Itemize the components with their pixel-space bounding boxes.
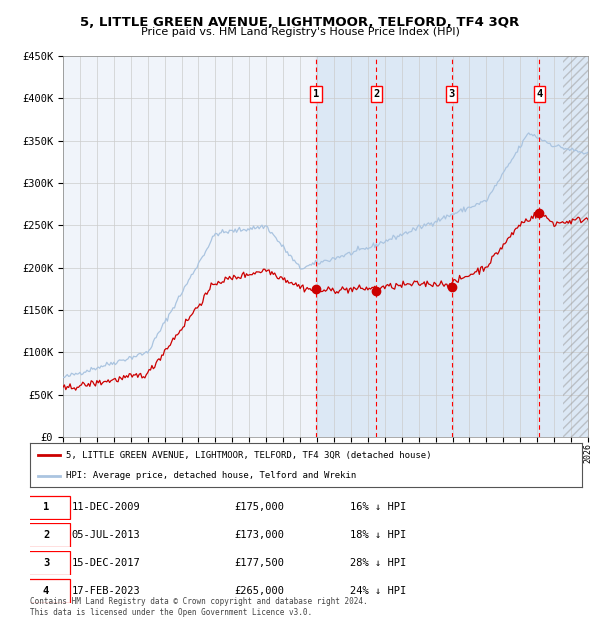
Text: 3: 3	[43, 558, 49, 568]
Text: 3: 3	[449, 89, 455, 99]
Text: £177,500: £177,500	[234, 558, 284, 568]
FancyBboxPatch shape	[22, 495, 70, 519]
FancyBboxPatch shape	[22, 523, 70, 547]
Text: 5, LITTLE GREEN AVENUE, LIGHTMOOR, TELFORD, TF4 3QR: 5, LITTLE GREEN AVENUE, LIGHTMOOR, TELFO…	[80, 16, 520, 29]
Text: Price paid vs. HM Land Registry's House Price Index (HPI): Price paid vs. HM Land Registry's House …	[140, 27, 460, 37]
Text: 2: 2	[373, 89, 380, 99]
Text: 2: 2	[43, 530, 49, 540]
FancyBboxPatch shape	[22, 551, 70, 575]
Text: 5, LITTLE GREEN AVENUE, LIGHTMOOR, TELFORD, TF4 3QR (detached house): 5, LITTLE GREEN AVENUE, LIGHTMOOR, TELFO…	[66, 451, 431, 460]
Text: £265,000: £265,000	[234, 586, 284, 596]
Text: HPI: Average price, detached house, Telford and Wrekin: HPI: Average price, detached house, Telf…	[66, 471, 356, 480]
Text: £173,000: £173,000	[234, 530, 284, 540]
Text: 17-FEB-2023: 17-FEB-2023	[71, 586, 140, 596]
Text: 4: 4	[43, 586, 49, 596]
Bar	[563, 56, 588, 437]
Text: 24% ↓ HPI: 24% ↓ HPI	[350, 586, 406, 596]
FancyBboxPatch shape	[22, 579, 70, 603]
Text: 1: 1	[43, 502, 49, 512]
Bar	[316, 56, 588, 437]
Text: 4: 4	[536, 89, 542, 99]
Text: 15-DEC-2017: 15-DEC-2017	[71, 558, 140, 568]
Text: 05-JUL-2013: 05-JUL-2013	[71, 530, 140, 540]
Text: Contains HM Land Registry data © Crown copyright and database right 2024.
This d: Contains HM Land Registry data © Crown c…	[30, 598, 368, 617]
Text: 28% ↓ HPI: 28% ↓ HPI	[350, 558, 406, 568]
Text: 18% ↓ HPI: 18% ↓ HPI	[350, 530, 406, 540]
Text: £175,000: £175,000	[234, 502, 284, 512]
Text: 1: 1	[313, 89, 319, 99]
Text: 16% ↓ HPI: 16% ↓ HPI	[350, 502, 406, 512]
Text: 11-DEC-2009: 11-DEC-2009	[71, 502, 140, 512]
